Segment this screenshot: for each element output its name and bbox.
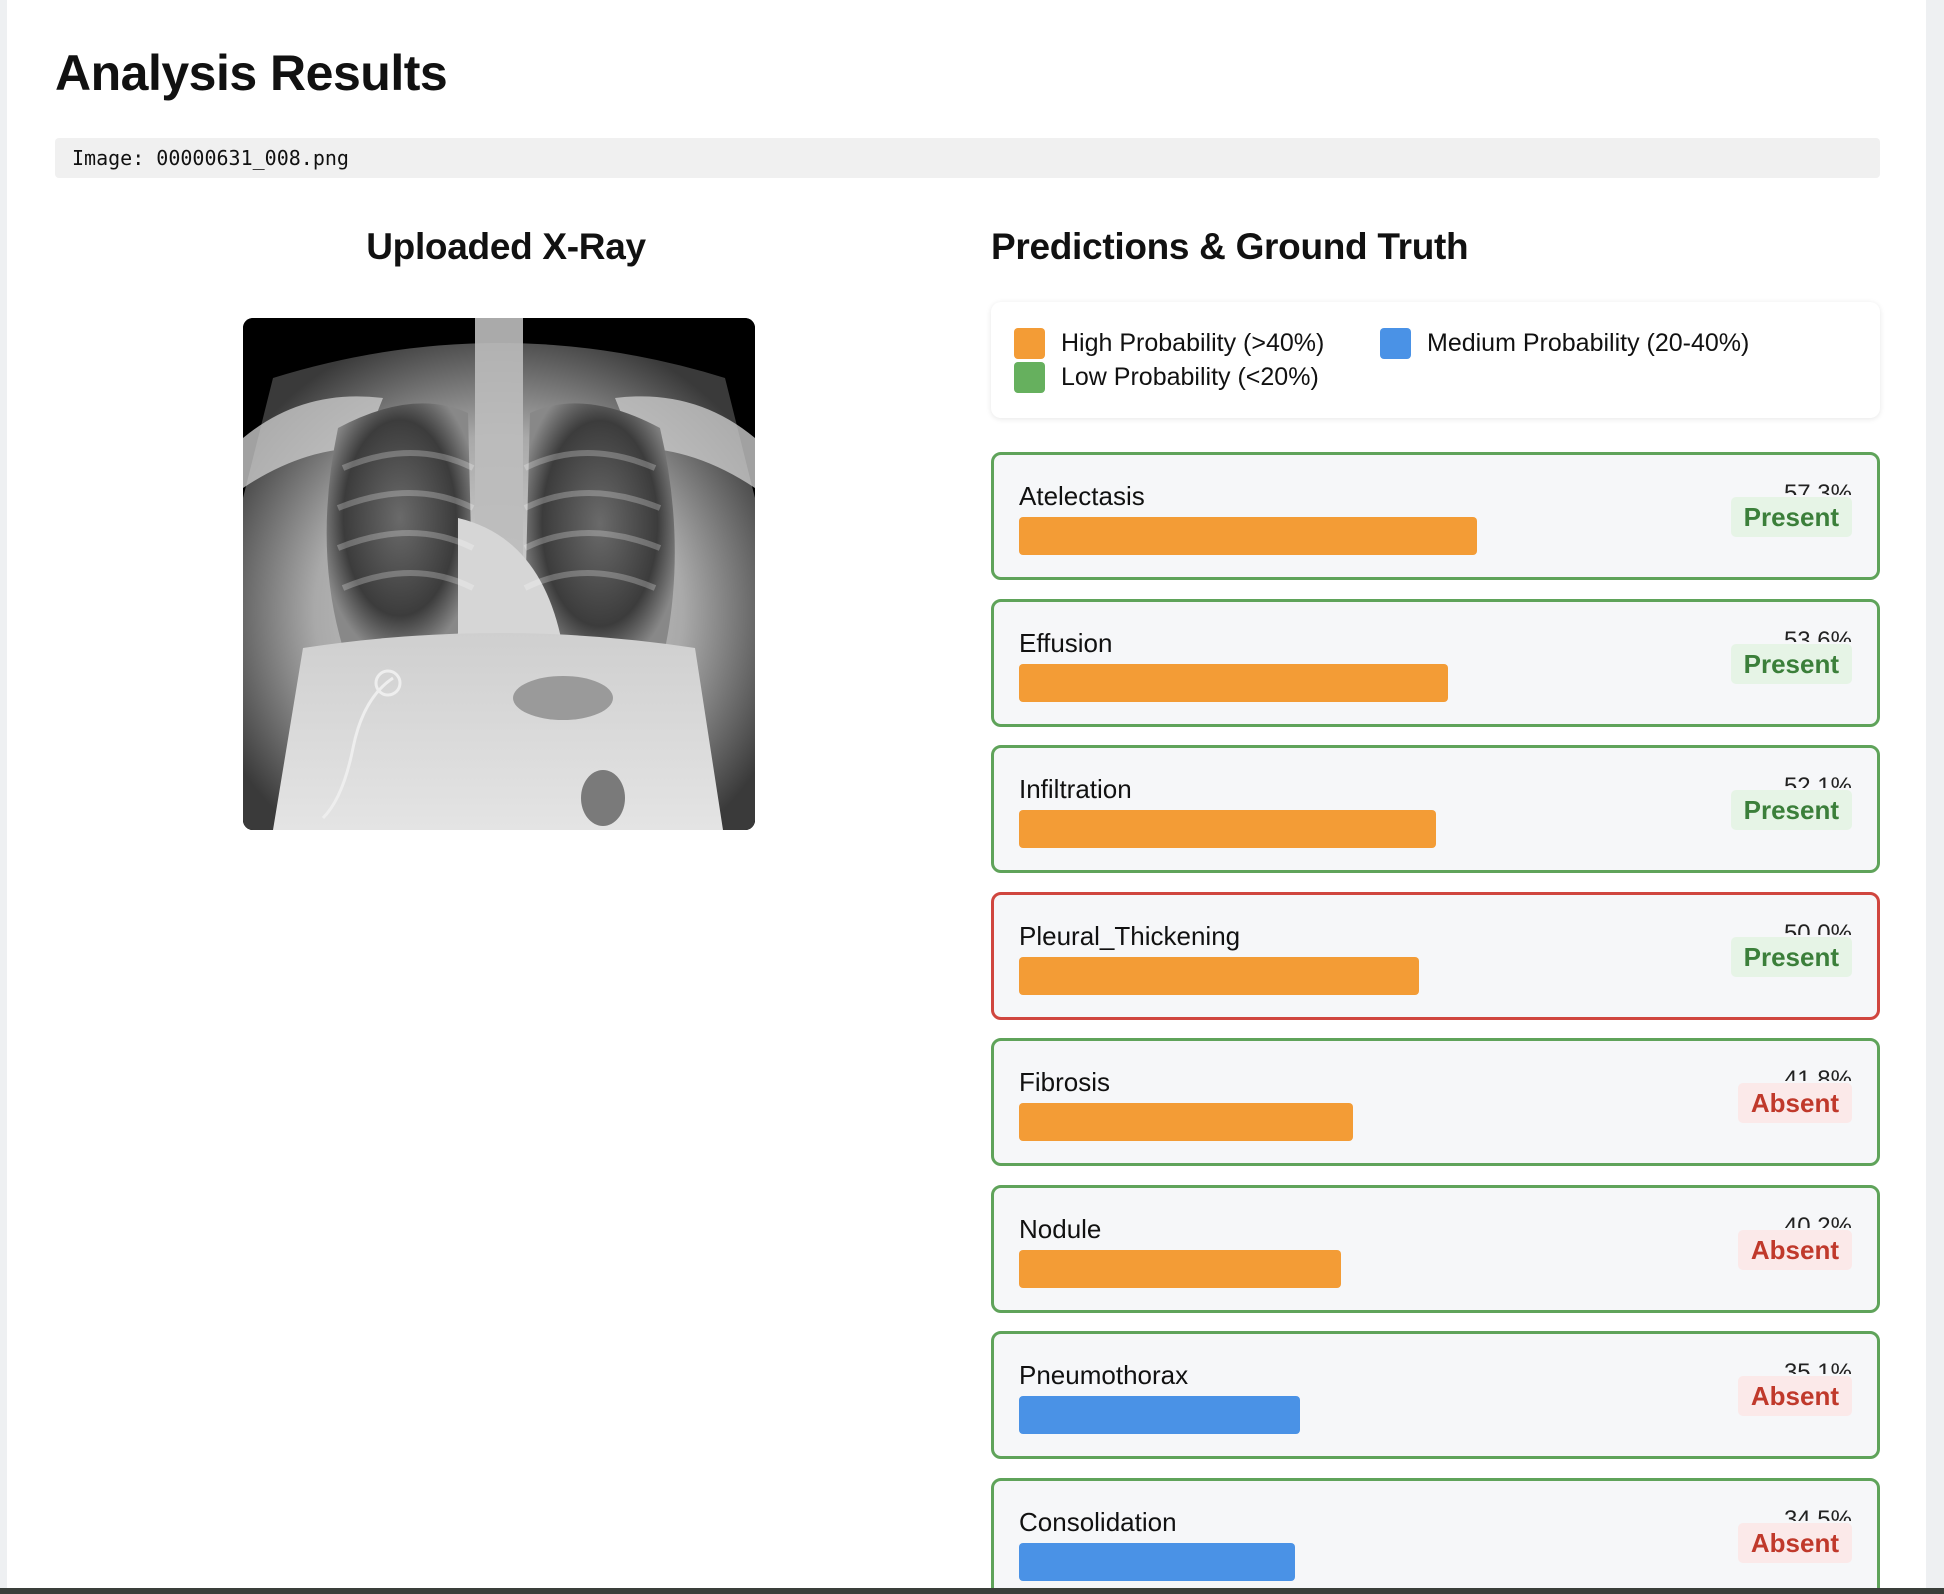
- prediction-percentage: 40.2%: [1783, 1213, 1852, 1228]
- ground-truth-badge: Present: [1730, 644, 1852, 684]
- prediction-percentage: 35.1%: [1783, 1359, 1852, 1374]
- ground-truth-badge: Present: [1730, 937, 1852, 977]
- prediction-percentage: 34.5%: [1783, 1506, 1852, 1521]
- legend-item-high: High Probability (>40%): [1014, 328, 1324, 359]
- window-bottom-edge: [0, 1588, 1944, 1594]
- legend-item-low: Low Probability (<20%): [1014, 362, 1319, 393]
- prediction-card: Fibrosis 41.8% Absent: [991, 1038, 1880, 1166]
- probability-bar: [1019, 957, 1419, 995]
- prediction-label: Atelectasis: [1019, 481, 1145, 511]
- prediction-label: Effusion: [1019, 628, 1113, 658]
- prediction-percentage: 41.8%: [1783, 1066, 1852, 1081]
- probability-bar: [1019, 1543, 1295, 1581]
- probability-bar: [1019, 664, 1448, 702]
- prediction-label: Infiltration: [1019, 774, 1132, 804]
- prediction-label: Nodule: [1019, 1214, 1102, 1244]
- prediction-label: Pneumothorax: [1019, 1360, 1189, 1390]
- prediction-card: Atelectasis 57.3% Present: [991, 452, 1880, 580]
- ground-truth-badge: Absent: [1737, 1083, 1852, 1123]
- ground-truth-badge: Absent: [1737, 1523, 1852, 1563]
- probability-legend: High Probability (>40%) Medium Probabili…: [991, 302, 1880, 418]
- legend-item-medium: Medium Probability (20-40%): [1380, 328, 1749, 359]
- probability-bar: [1019, 1396, 1300, 1434]
- probability-bar: [1019, 1250, 1341, 1288]
- ground-truth-badge: Absent: [1737, 1230, 1852, 1270]
- prediction-label: Consolidation: [1019, 1507, 1177, 1537]
- prediction-percentage: 50.0%: [1783, 920, 1852, 935]
- probability-bar: [1019, 810, 1436, 848]
- legend-label-high: High Probability (>40%): [1061, 329, 1325, 357]
- probability-bar: [1019, 1103, 1353, 1141]
- prediction-label: Fibrosis: [1019, 1067, 1111, 1097]
- prediction-percentage: 53.6%: [1783, 627, 1852, 642]
- analysis-page: Analysis Results Image: 00000631_008.png…: [7, 0, 1926, 1588]
- predictions-section-title: Predictions & Ground Truth: [991, 226, 1469, 267]
- prediction-percentage: 52.1%: [1783, 773, 1852, 788]
- prediction-card: Nodule 40.2% Absent: [991, 1185, 1880, 1313]
- legend-label-low: Low Probability (<20%): [1061, 363, 1319, 391]
- xray-section-title: Uploaded X-Ray: [366, 226, 646, 267]
- probability-bar: [1019, 517, 1477, 555]
- prediction-card: Pneumothorax 35.1% Absent: [991, 1331, 1880, 1459]
- xray-image: [243, 318, 755, 830]
- ground-truth-badge: Present: [1730, 497, 1852, 537]
- legend-swatch-medium: [1380, 328, 1411, 359]
- prediction-card: Pleural_Thickening 50.0% Present: [991, 892, 1880, 1020]
- image-filename-bar: Image: 00000631_008.png: [55, 138, 1880, 178]
- ground-truth-badge: Absent: [1737, 1376, 1852, 1416]
- ground-truth-badge: Present: [1730, 790, 1852, 830]
- chest-xray-picture: [243, 318, 755, 830]
- prediction-card: Infiltration 52.1% Present: [991, 745, 1880, 873]
- legend-swatch-high: [1014, 328, 1045, 359]
- page-title: Analysis Results: [55, 45, 448, 101]
- prediction-label: Pleural_Thickening: [1019, 921, 1241, 951]
- prediction-percentage: 57.3%: [1783, 480, 1852, 495]
- legend-swatch-low: [1014, 362, 1045, 393]
- prediction-card: Effusion 53.6% Present: [991, 599, 1880, 727]
- legend-label-medium: Medium Probability (20-40%): [1427, 329, 1750, 357]
- prediction-card: Consolidation 34.5% Absent: [991, 1478, 1880, 1588]
